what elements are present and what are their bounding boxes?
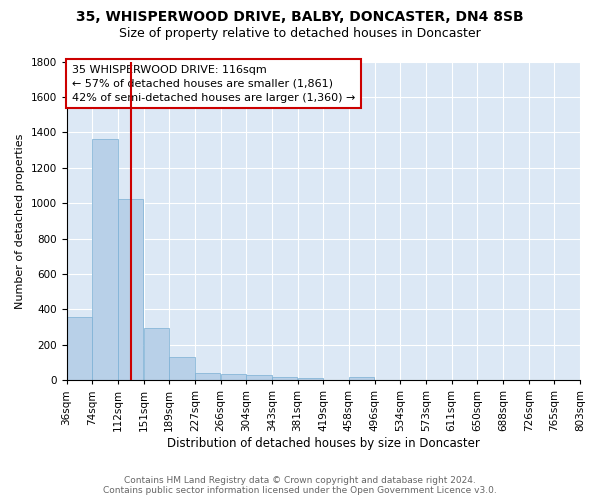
Bar [195, 373, 220, 380]
Text: Contains HM Land Registry data © Crown copyright and database right 2024.
Contai: Contains HM Land Registry data © Crown c… [103, 476, 497, 495]
Bar [349, 376, 374, 380]
Bar [221, 374, 246, 380]
Text: 35 WHISPERWOOD DRIVE: 116sqm
← 57% of detached houses are smaller (1,861)
42% of: 35 WHISPERWOOD DRIVE: 116sqm ← 57% of de… [71, 64, 355, 102]
Text: Size of property relative to detached houses in Doncaster: Size of property relative to detached ho… [119, 28, 481, 40]
Bar [92, 140, 118, 380]
Bar [169, 358, 194, 380]
Bar [247, 376, 272, 380]
Text: 35, WHISPERWOOD DRIVE, BALBY, DONCASTER, DN4 8SB: 35, WHISPERWOOD DRIVE, BALBY, DONCASTER,… [76, 10, 524, 24]
Bar [67, 318, 92, 380]
Bar [298, 378, 323, 380]
Bar [272, 376, 298, 380]
Bar [144, 328, 169, 380]
Y-axis label: Number of detached properties: Number of detached properties [15, 133, 25, 308]
X-axis label: Distribution of detached houses by size in Doncaster: Distribution of detached houses by size … [167, 437, 480, 450]
Bar [118, 199, 143, 380]
